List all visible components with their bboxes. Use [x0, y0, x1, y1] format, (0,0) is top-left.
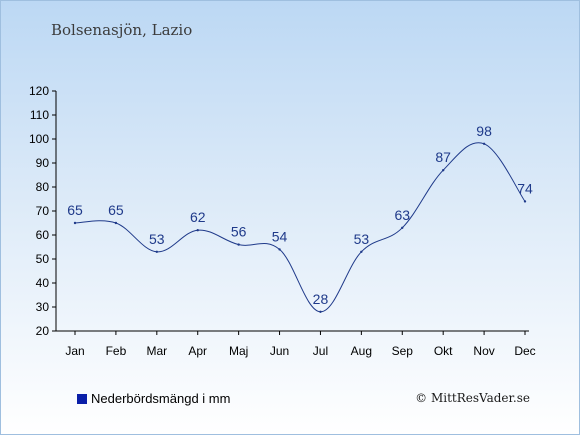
legend-label: Nederbördsmängd i mm: [91, 391, 231, 406]
data-point: [196, 229, 199, 232]
y-tick-label: 100: [29, 132, 49, 146]
y-tick-label: 80: [36, 180, 50, 194]
x-tick-label: Jan: [65, 344, 84, 358]
y-tick-label: 50: [36, 252, 50, 266]
x-tick-label: Aug: [351, 344, 372, 358]
y-tick-label: 70: [36, 204, 50, 218]
data-point: [482, 142, 486, 145]
data-label: 63: [394, 207, 410, 223]
x-tick-label: Sep: [392, 344, 414, 358]
chart-title: Bolsenasjön, Lazio: [51, 21, 193, 39]
data-point: [278, 248, 281, 251]
data-label: 87: [435, 149, 451, 165]
x-tick-label: Dec: [514, 344, 535, 358]
y-tick-label: 90: [36, 156, 50, 170]
data-label: 56: [231, 224, 247, 240]
y-tick-label: 20: [36, 324, 50, 338]
data-point: [73, 221, 77, 225]
x-tick-label: Jul: [313, 344, 328, 358]
legend: Nederbördsmängd i mm: [77, 391, 230, 406]
data-point: [441, 169, 445, 172]
data-label: 65: [67, 202, 83, 218]
x-tick-label: Okt: [434, 344, 453, 358]
x-tick-label: Apr: [188, 344, 207, 358]
y-tick-label: 60: [36, 228, 50, 242]
x-tick-label: Feb: [106, 344, 127, 358]
legend-swatch: [77, 393, 87, 404]
data-label: 62: [190, 209, 206, 225]
data-label: 98: [476, 123, 492, 139]
data-label: 54: [272, 228, 288, 244]
x-tick-label: Mar: [146, 344, 167, 358]
y-tick-label: 120: [29, 84, 49, 98]
data-point: [523, 200, 527, 203]
y-tick-label: 30: [36, 300, 50, 314]
data-point: [319, 310, 322, 313]
data-point: [360, 250, 363, 253]
x-tick-label: Nov: [473, 344, 494, 358]
x-tick-label: Maj: [229, 344, 248, 358]
series-line: [74, 142, 526, 313]
credit-text: © MittResVader.se: [415, 391, 530, 405]
data-label: 65: [108, 202, 124, 218]
data-label: 74: [517, 180, 533, 196]
data-label: 53: [354, 231, 370, 247]
data-label: 28: [313, 291, 329, 307]
data-point: [401, 226, 404, 229]
data-point: [237, 243, 240, 246]
y-tick-label: 110: [30, 108, 49, 122]
data-point: [155, 250, 159, 253]
x-tick-label: Jun: [270, 344, 289, 358]
y-tick-label: 40: [36, 276, 50, 290]
data-point: [114, 221, 118, 225]
data-label: 53: [149, 231, 165, 247]
